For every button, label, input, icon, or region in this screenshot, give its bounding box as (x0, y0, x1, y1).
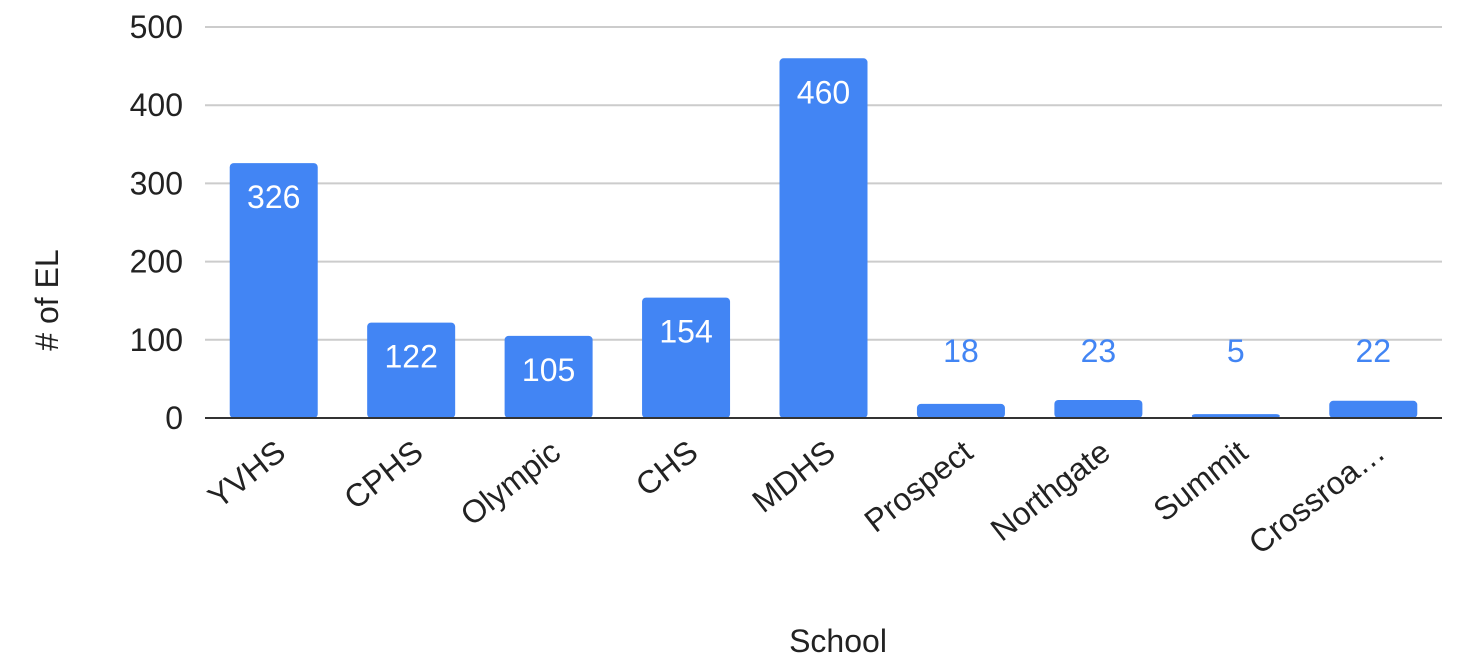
y-axis-ticks: 0 100 200 300 400 500 (130, 9, 183, 436)
bars (229, 58, 1418, 418)
bar (504, 335, 593, 418)
y-tick-label: 500 (130, 9, 183, 45)
bar (1054, 400, 1143, 418)
data-label: 460 (797, 74, 850, 110)
x-tick-label: CPHS (337, 433, 429, 516)
x-tick-label: Crossroa… (1242, 433, 1392, 561)
x-tick-label: Prospect (858, 433, 980, 539)
x-tick-label: Summit (1147, 433, 1255, 528)
x-tick-label: Olympic (454, 433, 567, 533)
y-tick-label: 200 (130, 244, 183, 280)
bar (1329, 400, 1418, 418)
data-label: 326 (247, 179, 300, 215)
data-label: 5 (1227, 333, 1245, 369)
y-tick-label: 400 (130, 87, 183, 123)
y-tick-label: 0 (165, 400, 183, 436)
x-tick-label: MDHS (745, 433, 841, 519)
data-label: 18 (943, 333, 979, 369)
bar (642, 297, 731, 418)
bar (367, 322, 456, 418)
x-tick-label: YVHS (201, 433, 292, 515)
x-tick-label: Northgate (984, 433, 1117, 548)
y-tick-label: 300 (130, 165, 183, 201)
data-label: 23 (1081, 333, 1117, 369)
bar (916, 403, 1005, 418)
x-tick-label: CHS (629, 433, 704, 503)
x-axis-ticks: YVHS CPHS Olympic CHS MDHS Prospect Northgate S… (201, 433, 1391, 561)
bar (229, 163, 318, 418)
x-axis-title: School (789, 623, 887, 659)
bar (779, 58, 868, 418)
data-labels: 326 122 105 154 460 18 23 5 22 (247, 74, 1391, 388)
data-label: 22 (1355, 333, 1391, 369)
data-label: 105 (522, 352, 575, 388)
data-label: 122 (384, 339, 437, 375)
data-label: 154 (659, 314, 712, 350)
y-tick-label: 100 (130, 322, 183, 358)
y-axis-title: # of EL (29, 249, 65, 350)
